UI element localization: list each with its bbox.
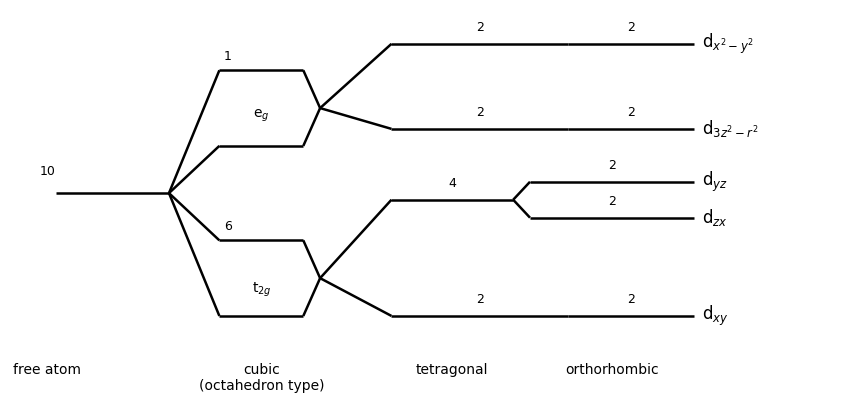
Text: d$_{x^2-y^2}$: d$_{x^2-y^2}$: [702, 32, 754, 56]
Text: tetragonal: tetragonal: [416, 363, 488, 377]
Text: e$_g$: e$_g$: [253, 107, 270, 124]
Text: 2: 2: [627, 106, 635, 119]
Text: 2: 2: [475, 106, 484, 119]
Text: 6: 6: [224, 220, 232, 233]
Text: d$_{3z^2-r^2}$: d$_{3z^2-r^2}$: [702, 118, 758, 140]
Text: d$_{xy}$: d$_{xy}$: [702, 304, 728, 328]
Text: 2: 2: [608, 159, 616, 172]
Text: 2: 2: [475, 21, 484, 34]
Text: 2: 2: [475, 294, 484, 306]
Text: 1: 1: [224, 50, 232, 63]
Text: d$_{zx}$: d$_{zx}$: [702, 207, 728, 228]
Text: 2: 2: [627, 294, 635, 306]
Text: t$_{2g}$: t$_{2g}$: [251, 280, 271, 299]
Text: 4: 4: [448, 177, 456, 190]
Text: 2: 2: [627, 21, 635, 34]
Text: 10: 10: [39, 165, 55, 178]
Text: free atom: free atom: [14, 363, 82, 377]
Text: 2: 2: [608, 195, 616, 208]
Text: orthorhombic: orthorhombic: [565, 363, 659, 377]
Text: d$_{yz}$: d$_{yz}$: [702, 170, 728, 194]
Text: cubic
(octahedron type): cubic (octahedron type): [199, 363, 324, 393]
